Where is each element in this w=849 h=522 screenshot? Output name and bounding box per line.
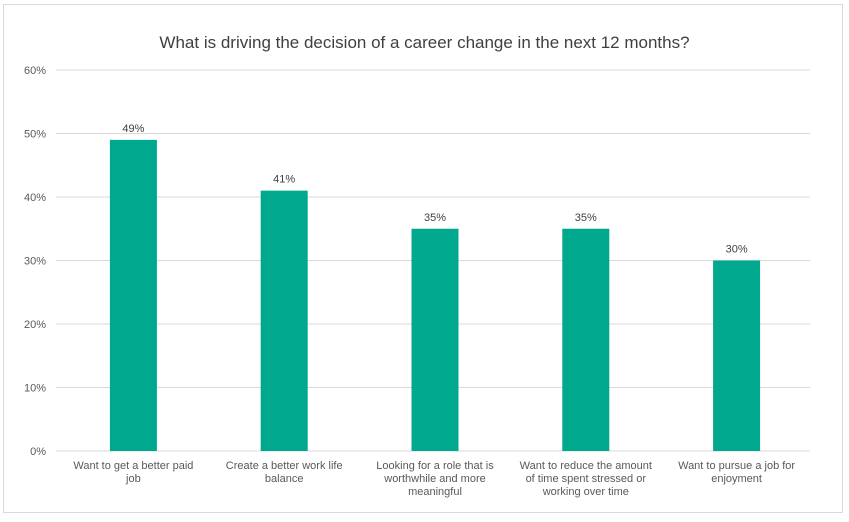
data-label: 30% [726, 244, 748, 256]
y-tick-label: 40% [24, 192, 46, 204]
x-tick-label: Create a better work life balance [214, 460, 354, 486]
data-label: 49% [122, 123, 144, 135]
bar [562, 228, 610, 451]
bar [713, 260, 761, 451]
bar [109, 139, 157, 451]
y-tick-label: 60% [24, 65, 46, 77]
bar [260, 190, 308, 451]
data-label: 35% [424, 212, 446, 224]
x-tick-label-line: balance [264, 473, 304, 485]
data-label: 35% [575, 212, 597, 224]
x-tick-label-line: of time spent stressed or [525, 473, 647, 485]
data-label: 41% [273, 174, 295, 186]
y-tick-label: 10% [24, 383, 46, 395]
x-tick-label-line: Want to reduce the amount [519, 460, 652, 472]
x-tick-label-line: worthwhile and more [384, 473, 486, 485]
x-tick-label-line: Want to get a better paid [73, 460, 194, 472]
bar [411, 228, 459, 451]
x-tick-label-line: job [126, 473, 141, 485]
x-tick-label: Want to get a better paid job [63, 460, 203, 486]
y-tick-label: 50% [24, 129, 46, 141]
x-tick-label-line: Want to pursue a job for [678, 460, 796, 472]
x-tick-label-line: Create a better work life [225, 460, 343, 472]
x-tick-label-line: enjoyment [711, 473, 762, 485]
y-tick-label: 20% [24, 319, 46, 331]
x-tick-label-line: meaningful [408, 486, 462, 498]
x-tick-label: Want to reduce the amount of time spent s… [516, 460, 656, 499]
y-tick-label: 30% [24, 256, 46, 268]
x-tick-label: Looking for a role that is worthwhile and… [365, 460, 505, 499]
x-tick-label-line: working over time [542, 486, 629, 498]
x-tick-label: Want to pursue a job for enjoyment [667, 460, 807, 486]
chart-title: What is driving the decision of a career… [159, 33, 690, 52]
y-tick-label: 0% [30, 446, 46, 458]
x-tick-label-line: Looking for a role that is [376, 460, 494, 472]
